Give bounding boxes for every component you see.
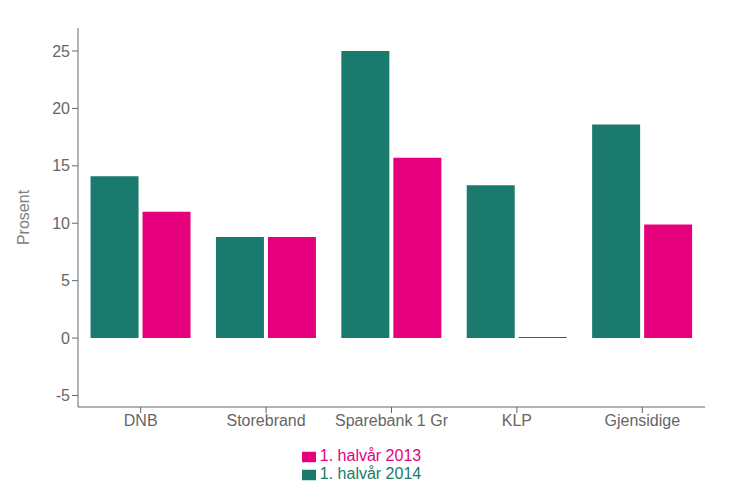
- svg-text:5: 5: [61, 272, 70, 289]
- svg-text:15: 15: [52, 157, 70, 174]
- svg-text:20: 20: [52, 100, 70, 117]
- svg-text:Prosent: Prosent: [15, 189, 32, 245]
- svg-text:25: 25: [52, 43, 70, 60]
- svg-text:10: 10: [52, 215, 70, 232]
- svg-text:Sparebank 1 Gr: Sparebank 1 Gr: [335, 412, 449, 429]
- svg-text:Storebrand: Storebrand: [227, 412, 306, 429]
- svg-text:0: 0: [61, 330, 70, 347]
- html-text:1. halvår 2014: 1. halvår 2014: [319, 465, 422, 482]
- svg-text:-5: -5: [56, 387, 70, 404]
- svg-text:KLP: KLP: [502, 412, 532, 429]
- html-text:1. halvår 2013: 1. halvår 2013: [319, 447, 422, 464]
- svg-text:Gjensidige: Gjensidige: [604, 412, 680, 429]
- svg-text:DNB: DNB: [124, 412, 158, 429]
